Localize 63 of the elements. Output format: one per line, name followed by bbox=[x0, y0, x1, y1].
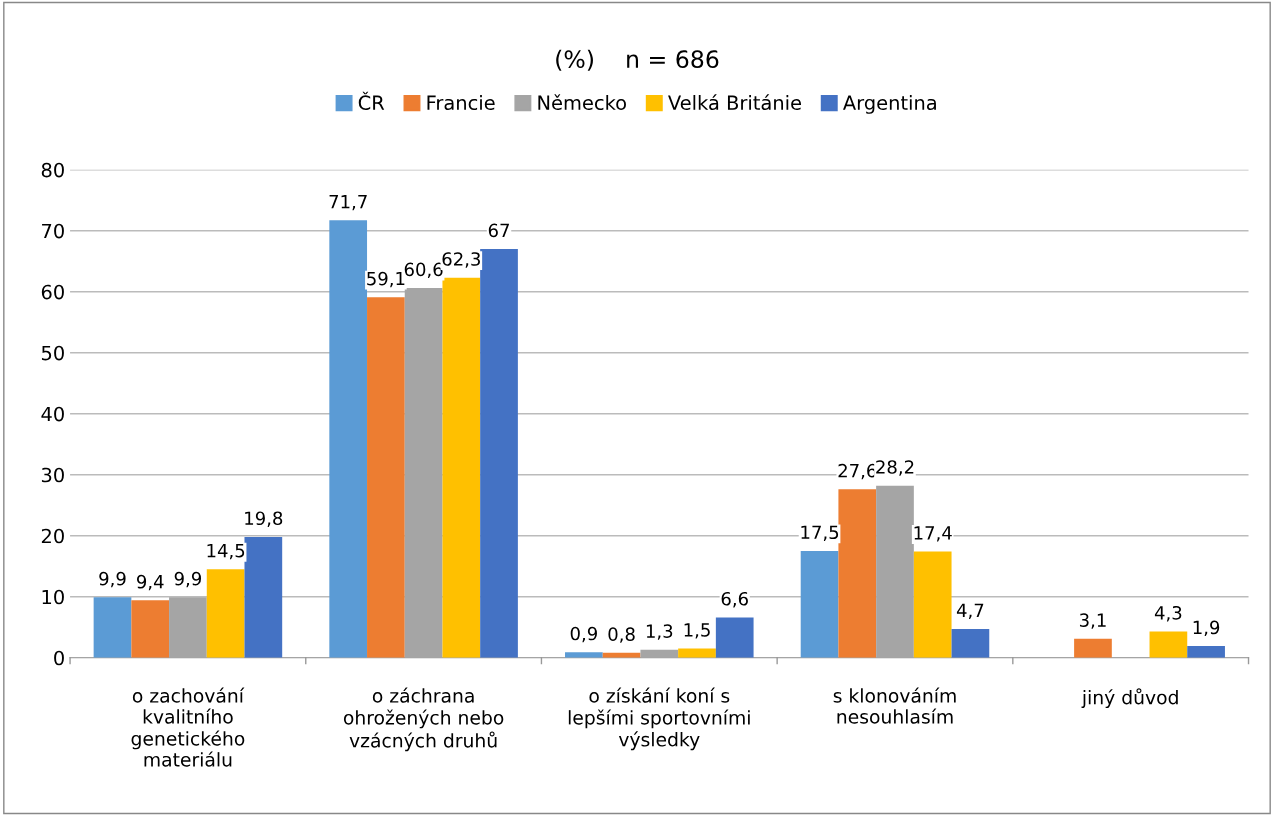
bar bbox=[329, 220, 368, 658]
data-label: 14,5 bbox=[207, 544, 245, 560]
y-tick-label: 60 bbox=[41, 284, 64, 300]
y-tick-label: 40 bbox=[41, 406, 64, 422]
data-label: 62,3 bbox=[442, 252, 480, 268]
bar bbox=[951, 629, 990, 658]
bar bbox=[480, 249, 518, 658]
bar bbox=[404, 288, 443, 658]
bar bbox=[206, 569, 245, 658]
y-tick-label: 80 bbox=[41, 162, 64, 178]
bar bbox=[1187, 646, 1225, 658]
data-label: 1,9 bbox=[1193, 620, 1220, 637]
y-tick-label: 50 bbox=[41, 345, 64, 361]
x-tick-label: o zachování kvalitního genetického materiálu bbox=[131, 687, 245, 767]
chart-title: (%) n = 686 bbox=[556, 49, 719, 71]
x-tick-label: jiný důvod bbox=[1081, 688, 1178, 709]
data-label: 9,9 bbox=[174, 571, 201, 588]
bar bbox=[442, 277, 481, 658]
x-tick-label: o záchrana ohrožených nebo vzácných druhů bbox=[343, 687, 504, 752]
x-tick-label: o získání koní s lepšími sportovními výsledky bbox=[568, 687, 750, 751]
y-tick-label: 70 bbox=[42, 223, 64, 239]
data-label: 6,6 bbox=[721, 591, 748, 608]
bar bbox=[800, 550, 839, 658]
data-label: 0,9 bbox=[570, 626, 597, 643]
y-tick-label: 0 bbox=[54, 650, 64, 666]
bar bbox=[715, 617, 754, 658]
legend-label: ČR bbox=[358, 91, 385, 111]
bar bbox=[913, 551, 952, 658]
y-tick-label: 20 bbox=[41, 528, 64, 544]
bar bbox=[169, 597, 207, 658]
bar bbox=[1074, 638, 1112, 658]
data-label: 19,8 bbox=[245, 511, 283, 527]
data-label: 3,1 bbox=[1079, 613, 1106, 629]
bar bbox=[838, 489, 877, 658]
data-label: 1,3 bbox=[646, 624, 673, 640]
y-tick-label: 30 bbox=[41, 467, 64, 483]
data-label: 28,2 bbox=[876, 460, 914, 476]
legend-label: Velká Británie bbox=[668, 94, 801, 111]
data-label: 17,4 bbox=[914, 526, 952, 542]
data-label: 71,7 bbox=[329, 195, 367, 211]
y-tick-label: 10 bbox=[42, 589, 64, 605]
bar bbox=[876, 485, 914, 658]
x-tick-label: s klonováním nesouhlasím bbox=[833, 687, 956, 724]
data-label: 4,3 bbox=[1154, 605, 1182, 622]
data-label: 4,7 bbox=[956, 603, 984, 620]
data-label: 0,8 bbox=[608, 627, 635, 643]
bar bbox=[1149, 631, 1188, 658]
bar bbox=[565, 652, 603, 658]
data-label: 17,5 bbox=[801, 525, 839, 541]
data-label: 9,4 bbox=[136, 574, 164, 591]
bar bbox=[131, 600, 170, 658]
data-label: 60,6 bbox=[404, 262, 443, 279]
data-label: 9,9 bbox=[99, 571, 126, 588]
bar bbox=[244, 536, 283, 658]
legend-label: Argentina bbox=[843, 95, 936, 114]
bar bbox=[93, 597, 132, 658]
bar bbox=[367, 297, 405, 658]
legend-label: Německo bbox=[538, 94, 626, 111]
data-label: 59,1 bbox=[367, 271, 405, 288]
legend-label: Francie bbox=[427, 95, 495, 111]
data-label: 1,5 bbox=[684, 623, 710, 639]
data-label: 67 bbox=[488, 223, 509, 238]
data-label: 27,6 bbox=[838, 463, 877, 480]
